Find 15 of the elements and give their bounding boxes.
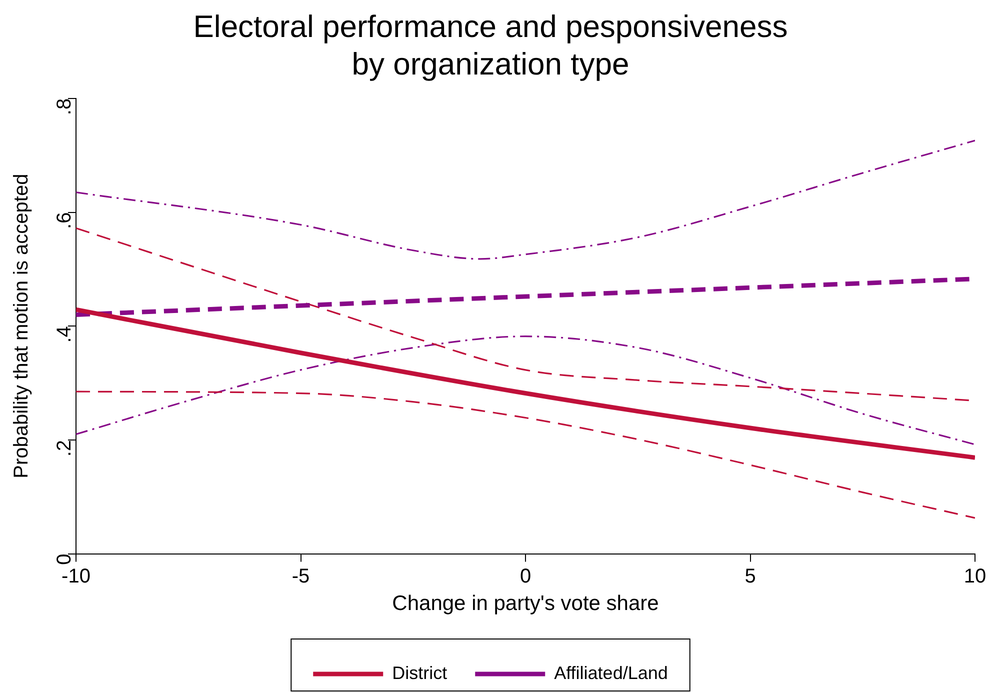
y-tick-label: .4 xyxy=(54,326,76,343)
chart-title: Electoral performance and pesponsiveness by organization type xyxy=(193,9,788,82)
legend-label: Affiliated/Land xyxy=(554,662,668,683)
x-tick-label: 0 xyxy=(520,565,532,588)
x-tick-label: 5 xyxy=(744,565,756,588)
x-tick-label: -10 xyxy=(62,565,90,588)
x-axis-title: Change in party's vote share xyxy=(392,592,659,616)
y-axis-title: Probability that motion is accepted xyxy=(10,174,33,478)
y-tick-label: .2 xyxy=(54,440,76,457)
y-tick-label: .8 xyxy=(54,98,76,116)
x-tick-label: -5 xyxy=(292,565,310,588)
x-tick-label: 10 xyxy=(964,565,986,588)
legend-label: District xyxy=(392,662,448,683)
y-tick-label: 0 xyxy=(54,554,76,565)
y-tick-label: .6 xyxy=(54,212,76,229)
